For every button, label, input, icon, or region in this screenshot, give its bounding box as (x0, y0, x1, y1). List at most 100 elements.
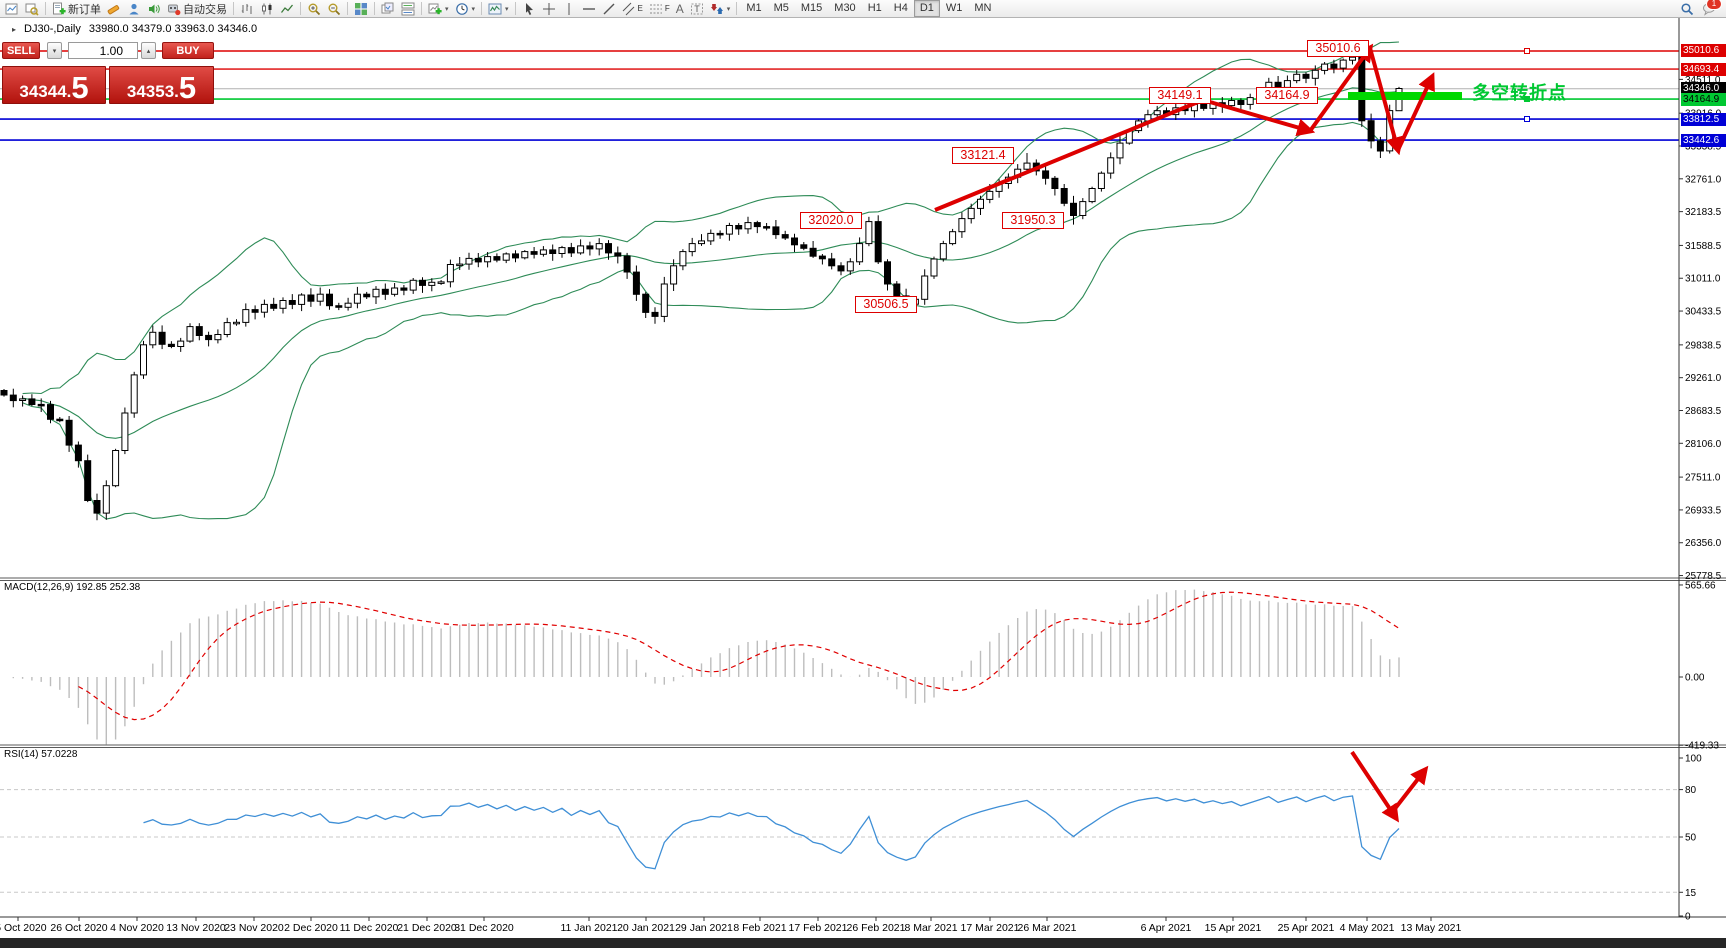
fibonacci-tool-button[interactable]: F (646, 1, 673, 17)
dropdown-caret: ▾ (471, 5, 476, 13)
price-annotation-box: 32020.0 (800, 212, 862, 229)
one-click-trading-panel: SELL ▾ ▴ BUY 34344.5 34353.5 (2, 42, 216, 106)
profile-icon (129, 3, 139, 14)
candle-chart-button[interactable] (257, 1, 277, 17)
chart-window-button[interactable] (2, 1, 22, 17)
toolbar: 新订单 自动交易 (0, 0, 1726, 18)
template-button[interactable]: ▾ (485, 1, 512, 17)
line-handle[interactable] (1524, 96, 1530, 102)
date-label: 26 Feb 2021 (847, 922, 906, 934)
zoom-in-button[interactable] (304, 1, 324, 17)
macd-histogram (12, 589, 1400, 745)
date-label: 8 Feb 2021 (733, 922, 786, 934)
text-tool-button[interactable]: A (675, 1, 684, 16)
date-label: 15 Oct 2020 (0, 922, 47, 934)
axis-price-box: 34346.0 (1681, 82, 1726, 95)
svg-text:T: T (694, 4, 700, 14)
period-button[interactable]: ▾ (452, 1, 479, 17)
channel-tool-button[interactable]: E (619, 1, 646, 17)
bar-chart-button[interactable] (237, 1, 257, 17)
price-tick-label: 28106.0 (1685, 439, 1722, 450)
sell-price: 34344. (19, 82, 72, 101)
price-tick-label: 31588.5 (1685, 241, 1722, 252)
tile-windows-button[interactable] (351, 1, 371, 17)
axis-price-box: 33442.6 (1681, 134, 1726, 147)
equidistant-channel-icon (622, 2, 634, 15)
macd-axis-label: 0.00 (1685, 673, 1705, 684)
buy-price-box[interactable]: 34353. 5 (109, 66, 214, 104)
buy-button[interactable]: BUY (162, 42, 214, 59)
trendline-tool-button[interactable] (599, 1, 619, 17)
line-handle[interactable] (1524, 116, 1530, 122)
toolbar-separator (481, 2, 483, 15)
label-tool-button[interactable]: T (687, 1, 707, 17)
rsi-indicator-label: RSI(14) 57.0228 (4, 749, 78, 760)
arrows-tool-button[interactable]: ▾ (707, 1, 734, 17)
timeframe-m15[interactable]: M15 (800, 2, 823, 14)
date-label: 26 Mar 2021 (1018, 922, 1077, 934)
zoom-out-button[interactable] (324, 1, 344, 17)
notifications-button[interactable]: 1 (1702, 0, 1722, 16)
macd-axis-label: -419.33 (1685, 741, 1719, 752)
sell-price-box[interactable]: 34344. 5 (2, 66, 106, 104)
chart-title: ▸ DJ30-,Daily 33980.0 34379.0 33963.0 34… (12, 23, 257, 35)
date-label: 13 May 2021 (1401, 922, 1462, 934)
date-label: 26 Oct 2020 (50, 922, 107, 934)
line-handle[interactable] (1524, 48, 1530, 54)
price-annotation-box: 34149.1 (1149, 87, 1211, 104)
timeframe-d1[interactable]: D1 (913, 0, 940, 17)
timeframe-mn[interactable]: MN (974, 2, 992, 14)
price-tick-label: 32761.0 (1685, 174, 1722, 185)
add-indicator-icon (428, 3, 442, 14)
toolbar-separator (45, 2, 46, 15)
timeframe-m30[interactable]: M30 (834, 2, 856, 14)
horizontal-line-tool-button[interactable] (579, 1, 599, 17)
new-order-icon (53, 2, 66, 14)
sell-button[interactable]: SELL (2, 42, 40, 59)
timeframe-m5[interactable]: M5 (773, 2, 789, 14)
crosshair-window-button[interactable] (22, 1, 42, 17)
collapse-arrow-icon: ▸ (12, 24, 17, 34)
axis-price-box: 35010.6 (1681, 44, 1726, 57)
crayon-icon (107, 4, 120, 14)
cascade-windows-button[interactable] (378, 1, 398, 17)
timeframe-w1[interactable]: W1 (945, 2, 963, 14)
turning-point-label: 多空转折点 (1472, 83, 1567, 103)
search-icon[interactable] (1680, 2, 1694, 16)
crosshair-tool-button[interactable] (539, 1, 559, 17)
date-label: 31 Dec 2020 (454, 922, 514, 934)
rsi-axis-label: 0 (1685, 912, 1691, 923)
vertical-line-tool-button[interactable] (559, 1, 579, 17)
volume-input[interactable] (68, 42, 138, 59)
dropdown-caret: ▾ (726, 5, 731, 13)
date-label: 11 Jan 2021 (560, 922, 617, 934)
timeframe-m1[interactable]: M1 (746, 2, 762, 14)
price-annotation-box: 30506.5 (855, 296, 917, 313)
add-indicator-button[interactable]: ▾ (425, 1, 452, 17)
speaker-icon (149, 4, 160, 13)
arrange-windows-button[interactable] (398, 1, 418, 17)
timeframe-h4[interactable]: H4 (893, 2, 908, 14)
ohlc-values: 33980.0 34379.0 33963.0 34346.0 (88, 23, 258, 35)
bottom-bar (0, 938, 1726, 948)
tile-windows-icon (355, 2, 367, 15)
chart-window-icon (5, 3, 18, 14)
broadcast-button[interactable] (144, 1, 164, 17)
auto-trading-button[interactable]: 自动交易 (164, 1, 230, 17)
timeframe-h1[interactable]: H1 (867, 2, 882, 14)
date-label: 2 Dec 2020 (284, 922, 338, 934)
bollinger-bands (22, 41, 1400, 520)
crayon-button[interactable] (104, 1, 124, 17)
volume-down-stepper[interactable]: ▾ (47, 42, 62, 59)
trendline-icon (603, 3, 615, 14)
line-chart-button[interactable] (277, 1, 297, 17)
cursor-tool-button[interactable] (519, 1, 539, 17)
toolbar-separator (300, 2, 301, 15)
volume-up-stepper[interactable]: ▴ (141, 42, 156, 59)
profile-button[interactable] (124, 1, 144, 17)
new-order-button[interactable]: 新订单 (49, 1, 104, 17)
new-order-label: 新订单 (68, 3, 101, 16)
price-tick-label: 26356.0 (1685, 538, 1722, 549)
